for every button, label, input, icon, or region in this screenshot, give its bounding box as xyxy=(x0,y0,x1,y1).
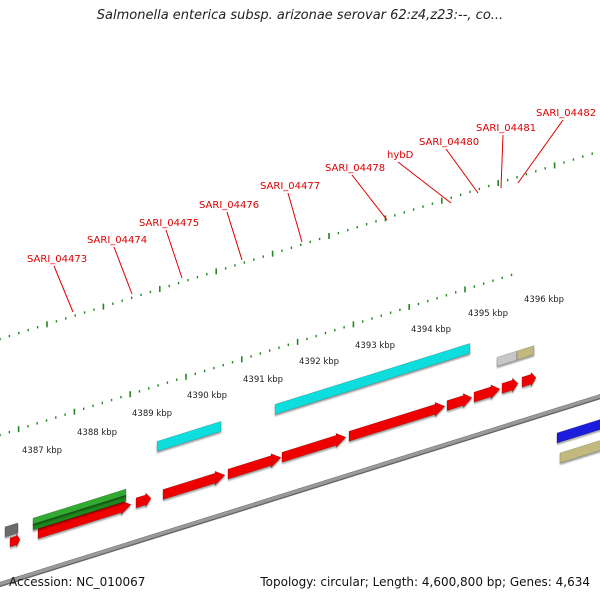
cds-feature xyxy=(521,371,537,388)
gene-label: SARI_04480 xyxy=(419,137,479,148)
gene-label-leader xyxy=(113,246,133,295)
backbone-layer xyxy=(0,394,600,588)
cds-feature xyxy=(281,432,347,463)
gene-label: hybD xyxy=(387,150,414,161)
label-layer: 4387 kbp 4388 kbp 4389 kbp 4390 kbp 4391 kbp… xyxy=(22,108,596,456)
gene-label: SARI_04476 xyxy=(199,200,259,211)
ruler-label: 4395 kbp xyxy=(468,309,508,319)
gene-label: SARI_04475 xyxy=(139,218,199,229)
grey-feature xyxy=(4,522,19,538)
green-feature xyxy=(32,488,127,525)
gene-label: SARI_04481 xyxy=(476,123,536,134)
gene-label-leader xyxy=(165,229,183,279)
accession-label: Accession: NC_010067 xyxy=(9,575,146,589)
gene-label-leader xyxy=(445,148,479,194)
genome-info-label: Topology: circular; Length: 4,600,800 bp… xyxy=(260,575,590,589)
ruler-label: 4392 kbp xyxy=(299,357,339,367)
ruler-label: 4387 kbp xyxy=(22,446,62,456)
gene-label-leader xyxy=(517,119,564,184)
cds-feature xyxy=(135,492,152,509)
ruler-label: 4396 kbp xyxy=(524,295,564,305)
rna-feature xyxy=(274,342,471,415)
gene-label: SARI_04473 xyxy=(27,254,87,265)
ruler-label: 4389 kbp xyxy=(132,409,172,419)
cds-feature xyxy=(446,393,473,411)
gene-label-leader xyxy=(287,192,303,243)
cds-feature xyxy=(162,470,226,500)
backbone-line xyxy=(0,394,600,586)
cds-feature xyxy=(501,377,519,394)
ruler-label: 4390 kbp xyxy=(187,391,227,401)
gene-label-leader xyxy=(397,161,452,204)
khaki-feature xyxy=(559,440,600,464)
ruler-label: 4393 kbp xyxy=(355,341,395,351)
tick-layer xyxy=(0,152,593,437)
gene-label: SARI_04474 xyxy=(87,235,147,246)
blue-feature xyxy=(556,419,600,444)
cds-feature xyxy=(348,401,446,442)
ruler-label: 4391 kbp xyxy=(243,375,283,385)
gene-label: SARI_04478 xyxy=(325,163,385,174)
gene-label: SARI_04477 xyxy=(260,181,320,192)
gene-label-leader xyxy=(226,211,243,261)
feature-layer xyxy=(4,342,600,548)
gene-label-leader xyxy=(351,174,388,221)
label-line-layer xyxy=(53,119,564,313)
genome-title: Salmonella enterica subsp. arizonae sero… xyxy=(96,8,504,23)
ruler-label: 4394 kbp xyxy=(411,325,451,335)
cds-feature xyxy=(473,384,501,403)
gene-label-leader xyxy=(53,265,74,313)
ruler-label: 4388 kbp xyxy=(77,428,117,438)
cds-feature xyxy=(227,453,282,480)
grey-feature xyxy=(496,350,518,367)
khaki-feature xyxy=(516,345,535,361)
cds-feature xyxy=(9,532,21,548)
gene-label: SARI_04482 xyxy=(536,108,596,119)
gene-label-leader xyxy=(500,134,504,189)
rna-feature xyxy=(156,420,222,452)
